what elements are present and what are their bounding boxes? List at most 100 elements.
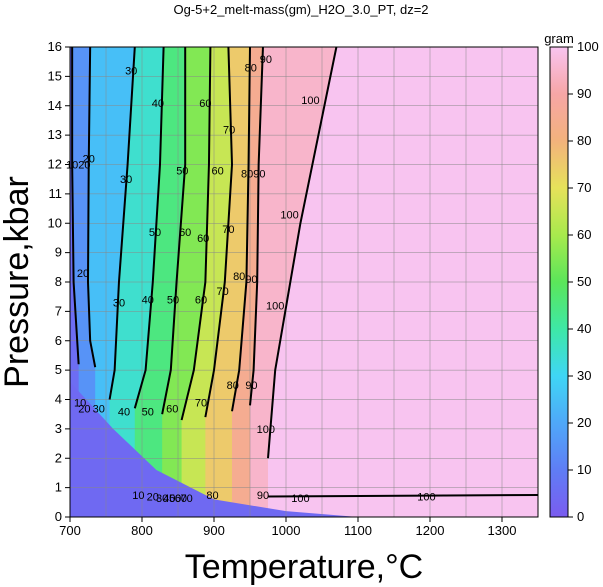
x-tick-label: 700 xyxy=(59,523,81,538)
contour-label: 40 xyxy=(118,406,130,418)
contour-label: 20 xyxy=(77,268,89,280)
contour-label: 70 xyxy=(181,493,193,505)
contour-label: 20 xyxy=(78,160,90,172)
x-tick-label: 800 xyxy=(131,523,153,538)
contour-40 xyxy=(133,47,165,409)
contour-label: 60 xyxy=(175,493,187,505)
x-axis-ticks: 700 800 900 1000 1100 1200 1300 xyxy=(59,517,516,538)
contour-label: 50 xyxy=(169,493,181,505)
colorbar-tick-label: 50 xyxy=(577,274,591,289)
colorbar-tick-label: 20 xyxy=(577,415,591,430)
contour-label: 10 xyxy=(66,160,78,172)
colorbar xyxy=(549,46,569,518)
contour-label: 40 xyxy=(163,493,175,505)
contour-lines xyxy=(71,47,538,498)
contour-label: 80 xyxy=(227,380,239,392)
y-tick-label: 14 xyxy=(48,98,62,113)
y-tick-label: 9 xyxy=(55,245,62,260)
contour-label: 80 xyxy=(245,63,257,75)
colorbar-tick-label: 30 xyxy=(577,368,591,383)
y-axis-label: Pressure,kbar xyxy=(0,176,36,388)
contour-label: 30 xyxy=(120,174,132,186)
x-tick-label: 1300 xyxy=(488,523,517,538)
x-tick-label: 1200 xyxy=(416,523,445,538)
contour-label: 60 xyxy=(199,98,211,110)
contour-label: 70 xyxy=(222,224,234,236)
contour-label: 50 xyxy=(176,165,188,177)
contour-label: 60 xyxy=(195,295,207,307)
contour-20 xyxy=(86,47,97,368)
contour-label: 70 xyxy=(223,124,235,136)
contour-label: 30 xyxy=(93,403,105,415)
y-tick-label: 6 xyxy=(55,333,62,348)
colorbar-tick-label: 10 xyxy=(577,462,591,477)
contour-10 xyxy=(71,47,80,365)
contour-label: 60 xyxy=(179,227,191,239)
contour-label: 60 xyxy=(211,165,223,177)
contour-label: 80 xyxy=(206,490,218,502)
y-tick-label: 8 xyxy=(55,274,62,289)
contour-label: 40 xyxy=(142,295,154,307)
contour-label: 40 xyxy=(152,98,164,110)
y-tick-label: 2 xyxy=(55,450,62,465)
colorbar-tick-label: 60 xyxy=(577,227,591,242)
colorbar-tick-label: 70 xyxy=(577,180,591,195)
x-axis-label: Temperature,°C xyxy=(185,548,423,586)
contour-label: 90 xyxy=(260,54,272,66)
y-tick-label: 7 xyxy=(55,303,62,318)
contour-90 xyxy=(249,47,264,406)
contour-70 xyxy=(204,47,234,418)
chart-title: Og-5+2_melt-mass(gm)_H2O_3.0_PT, dz=2 xyxy=(173,2,428,17)
colorbar-tick-label: 80 xyxy=(577,133,591,148)
contour-label: 50 xyxy=(167,295,179,307)
contour-label: 100 xyxy=(280,209,298,221)
contour-label: 80 xyxy=(241,168,253,180)
y-tick-label: 0 xyxy=(55,509,62,524)
colorbar-tick-label: 40 xyxy=(577,321,591,336)
y-tick-label: 11 xyxy=(49,186,63,201)
contour-label: 80 xyxy=(233,271,245,283)
contour-60 xyxy=(180,47,212,421)
y-tick-label: 16 xyxy=(48,39,62,54)
contour-label: 30 xyxy=(125,66,137,78)
colorbar-tick-label: 0 xyxy=(577,509,584,524)
contour-label: 70 xyxy=(217,286,229,298)
contour-label: 20 xyxy=(147,491,159,503)
y-tick-label: 10 xyxy=(48,215,62,230)
contour-label: 30 xyxy=(113,298,125,310)
contour-label: 90 xyxy=(245,380,257,392)
y-tick-label: 15 xyxy=(48,68,62,83)
y-tick-label: 12 xyxy=(48,157,62,172)
x-tick-label: 1100 xyxy=(344,523,372,538)
colorbar-tick-label: 90 xyxy=(577,86,591,101)
contour-label: 100 xyxy=(266,301,284,313)
colorbar-ticks: 0 10 20 30 40 50 60 70 80 90 100 xyxy=(568,39,599,524)
x-tick-label: 900 xyxy=(203,523,225,538)
contour-label: 100 xyxy=(257,424,275,436)
contour-label: 60 xyxy=(166,403,178,415)
contour-label: 100 xyxy=(291,493,309,505)
contour-label: 50 xyxy=(142,406,154,418)
contour-label: 90 xyxy=(257,490,269,502)
x-tick-label: 1000 xyxy=(272,523,301,538)
contour-label: 30 xyxy=(156,493,168,505)
colorbar-tick-label: 100 xyxy=(577,39,599,54)
contour-label: 10 xyxy=(132,490,144,502)
contour-label: 20 xyxy=(78,403,90,415)
contour-50 xyxy=(161,47,187,415)
contour-100 xyxy=(267,47,338,459)
contour-label: 90 xyxy=(253,168,265,180)
contour-30 xyxy=(108,47,136,400)
contour-label: 50 xyxy=(149,227,161,239)
grid-lines xyxy=(69,46,539,518)
colorbar-unit: gram xyxy=(544,31,574,46)
contour-label: 90 xyxy=(245,274,257,286)
y-tick-label: 3 xyxy=(55,421,62,436)
contour-label: 20 xyxy=(83,154,95,166)
y-tick-label: 13 xyxy=(48,127,62,142)
contour-label: 100 xyxy=(417,491,435,503)
contour-100-low xyxy=(267,493,538,498)
